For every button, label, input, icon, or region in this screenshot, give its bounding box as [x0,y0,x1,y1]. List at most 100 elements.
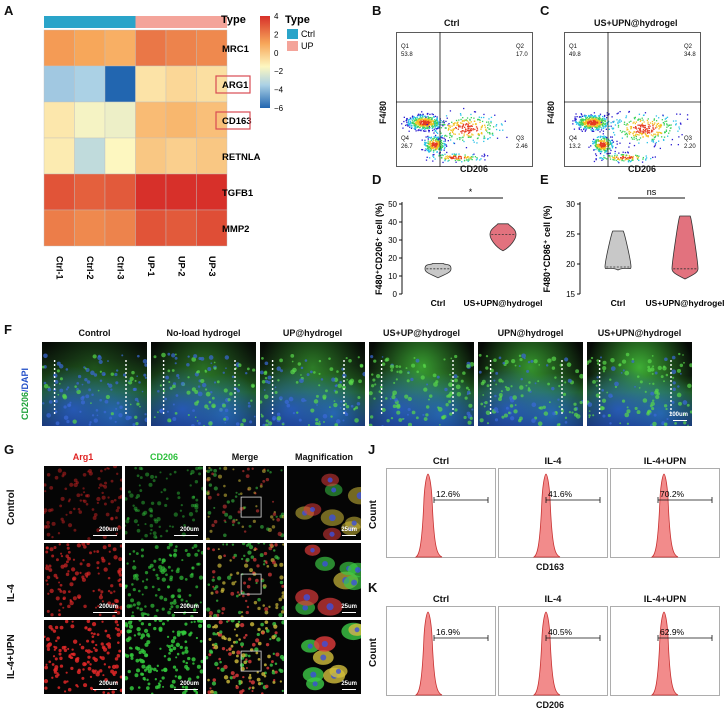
column-label-up-1: UP-1 [146,256,156,277]
panel-g-column-1: Arg1 [72,452,94,462]
flow-c-ylabel: F4/80 [546,100,556,124]
heatmap-cell [196,101,228,139]
gene-label-arg1: ARG1 [222,80,249,91]
panel-g-scalebar-label: 200um [98,604,118,610]
panel-f-image-5 [478,342,583,426]
histogram-peak [414,611,443,696]
flow-plot-ctrl: Ctrl Q1 53.8 Q2 17.0 Q4 26.7 Q3 2.46 CD2… [376,14,536,174]
x-category-label: Ctrl [431,298,446,308]
panel-g-column-4: Magnification [295,452,353,462]
x-category-label: US+UPN@hydrogel [464,298,542,308]
panel-g-column-3: Merge [231,452,259,462]
type-bar-cell-3 [105,16,136,28]
panel-g-image-r3-c2: 200um [125,620,203,694]
histogram-plot-1: 16.9% [386,606,496,696]
heatmap-cell [104,29,136,67]
flow-c-q4-value: 13.2 [569,144,581,150]
panel-f-column-5: UPN@hydrogel [497,328,564,338]
flow-b-q1-value: 53.8 [401,52,413,58]
flow-c-q1-value: 49.8 [569,52,581,58]
panel-g-scalebar [93,688,117,690]
histogram-title-3: IL-4+UPN [643,594,687,605]
panel-g-scalebar-small [342,611,356,613]
panel-f-image-6: 100um [587,342,692,426]
x-category-label: US+UPN@hydrogel [646,298,725,308]
flow-b-q3-value: 2.46 [516,144,528,150]
histogram-percentage: 41.6% [548,489,573,499]
column-label-ctrl-1: Ctrl-1 [54,256,64,280]
gene-label-tgfb1: TGFB1 [222,188,254,199]
panel-g-scalebar-label-small: 25um [341,681,357,687]
flow-c-q4-label: Q4 [569,136,578,142]
y-tick-label: 30 [566,200,575,209]
panel-g-scalebar [93,534,117,536]
histogram-plot-1: 12.6% [386,468,496,558]
flow-b-q1-label: Q1 [401,44,410,50]
panel-letter-j: J [368,442,376,457]
flow-c-title: US+UPN@hydrogel [594,18,678,28]
panel-letter-c: C [540,3,550,18]
violin-ctrl [604,230,632,271]
flow-c-xlabel: CD206 [628,164,657,174]
violin-chart-d: 0 10 20 30 40 50 F480⁺CD206⁺ cell (%) Ctrl US+UP… [374,187,542,308]
heatmap-cell [135,101,167,139]
y-tick-label: 25 [566,230,575,239]
flow-b-title: Ctrl [444,18,460,28]
histogram-percentage: 12.6% [436,489,461,499]
panel-f-column-6: US+UPN@hydrogel [597,328,682,338]
heatmap-cell [196,173,228,211]
heatmap-cell [104,65,136,103]
panel-g-row-2: IL-4 [6,584,17,602]
panel-g-scalebar [174,534,198,536]
scale-tick-label: −4 [274,86,284,95]
heatmap-cell [43,209,75,247]
histogram-peak [414,473,443,558]
panel-g-image-r2-c1: 200um [44,543,122,617]
heatmap-cell [104,173,136,211]
y-tick-label: 50 [388,200,397,209]
heatmap-legend-title: Type [285,14,310,26]
legend-swatch-up [287,41,298,51]
panel-f-image-2 [151,342,256,426]
y-tick-label: 15 [566,290,575,299]
panel-g-scalebar-label-small: 25um [341,604,357,610]
heatmap-type-bar [44,16,227,28]
panel-f-ylabel-cd206: CD206 [20,391,30,420]
panel-g-scalebar [93,611,117,613]
legend-label-up: UP [301,41,314,51]
legend-label-ctrl: Ctrl [301,29,315,39]
violin-ctrl [424,263,452,279]
histogram-peak [532,611,561,696]
type-bar-cell-2 [74,16,105,28]
significance-label: * [469,187,473,197]
panel-g-scalebar-label: 200um [98,527,118,533]
panel-letter-f: F [4,322,12,337]
flow-b-scatter [396,32,533,167]
heatmap-cell [165,101,197,139]
heatmap-gene-labels: MRC1 ARG1 CD163 RETNLA TGFB1 MMP2 [222,44,261,235]
highlight-box-arg1 [215,75,251,94]
panel-letter-a: A [4,3,14,18]
highlight-box-cd163 [215,111,251,130]
heatmap-cells [43,29,228,247]
column-label-up-2: UP-2 [176,256,186,277]
panel-g-row-3: IL-4+UPN [6,634,17,679]
flow-c-q1-label: Q1 [569,44,578,50]
heatmap-cell [74,209,106,247]
heatmap-cell [135,209,167,247]
panel-g-image-r1-c1: 200um [44,466,122,540]
panel-f-scalebar [673,419,687,421]
heatmap-cell [43,29,75,67]
violin-us-upn-hydrogel [489,223,517,252]
heatmap-color-scale [260,16,270,108]
panel-g-image-r3-c1: 200um [44,620,122,694]
flow-b-ylabel: F4/80 [378,100,388,124]
histogram-plot-2: 40.5% [498,606,608,696]
panel-f-image-1 [42,342,147,426]
heatmap-cell [196,137,228,175]
gene-label-retnla: RETNLA [222,152,261,163]
histogram-xlabel-k: CD206 [536,700,565,710]
panel-g-image-r2-c2: 200um [125,543,203,617]
heatmap-cell [104,137,136,175]
scale-tick-label: 4 [274,12,279,21]
